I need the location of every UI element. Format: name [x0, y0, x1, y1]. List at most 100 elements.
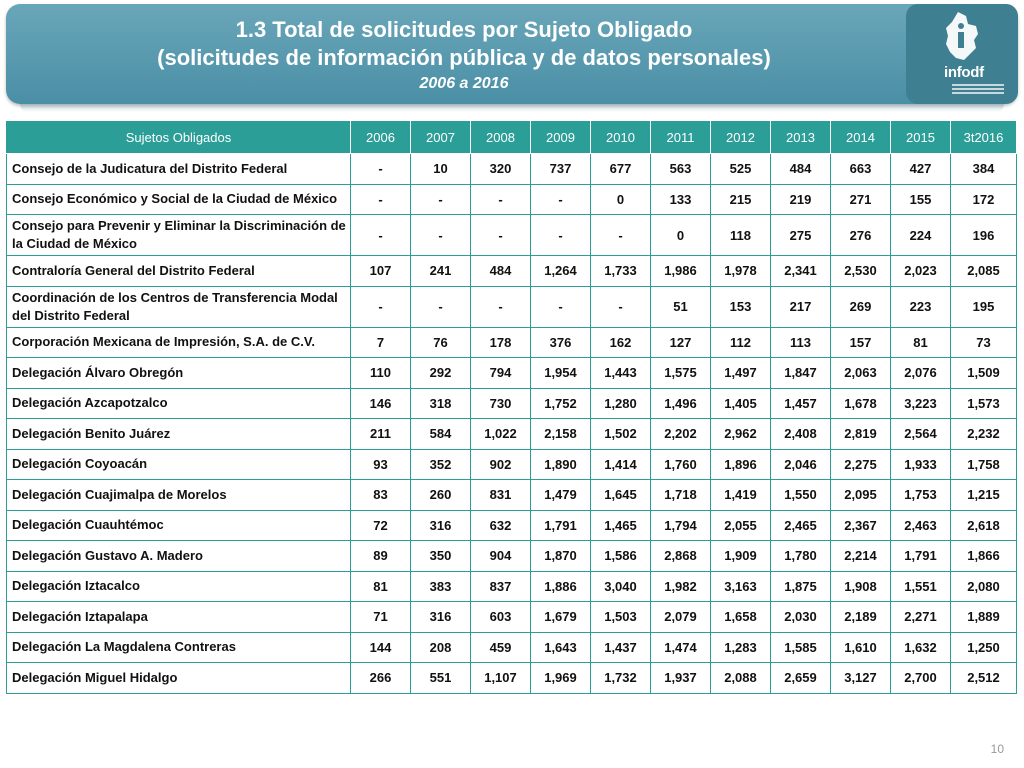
cell-value: 2,079 [650, 601, 711, 633]
table-body: Consejo de la Judicatura del Distrito Fe… [6, 153, 1017, 694]
cell-value: 376 [530, 326, 591, 358]
cell-value: 1,760 [650, 448, 711, 480]
cell-value: 118 [710, 214, 771, 256]
table-row: Delegación Cuajimalpa de Morelos 83 260 831… [6, 479, 1017, 511]
cell-value: 316 [410, 509, 471, 541]
cell-value: 112 [710, 326, 771, 358]
cell-value: 146 [350, 387, 411, 419]
cell-value: 266 [350, 662, 411, 694]
cell-value: 1,405 [710, 387, 771, 419]
cell-value: 1,496 [650, 387, 711, 419]
page-title: 1.3 Total de solicitudes por Sujeto Obli… [235, 17, 693, 42]
table-row: Delegación Gustavo A. Madero 89 350 904 1,87… [6, 540, 1017, 572]
column-header-subject: Sujetos Obligados [6, 120, 351, 154]
infodf-logo: infodf [906, 4, 1018, 104]
cell-value: 563 [650, 153, 711, 185]
title-banner: 1.3 Total de solicitudes por Sujeto Obli… [6, 4, 1018, 104]
cell-value: 427 [890, 153, 951, 185]
cell-value: 127 [650, 326, 711, 358]
cell-value: 1,443 [590, 357, 651, 389]
cell-value: 2,530 [830, 255, 891, 287]
cell-value: 1,107 [470, 662, 531, 694]
page-number: 10 [990, 742, 1004, 756]
row-subject-name: Delegación Cuajimalpa de Morelos [6, 479, 351, 511]
cell-value: 904 [470, 540, 531, 572]
cell-value: 1,264 [530, 255, 591, 287]
column-header-year: 2010 [590, 120, 651, 154]
cell-value: 632 [470, 509, 531, 541]
cell-value: 2,214 [830, 540, 891, 572]
row-subject-name: Delegación Gustavo A. Madero [6, 540, 351, 572]
cell-value: 211 [350, 418, 411, 450]
cell-value: 1,573 [950, 387, 1017, 419]
row-subject-name: Corporación Mexicana de Impresión, S.A. … [6, 326, 351, 358]
cell-value: 3,040 [590, 570, 651, 602]
cell-value: 1,889 [950, 601, 1017, 633]
column-header-year: 2007 [410, 120, 471, 154]
column-header-year: 2015 [890, 120, 951, 154]
row-subject-name: Delegación Álvaro Obregón [6, 357, 351, 389]
cell-value: 902 [470, 448, 531, 480]
cell-value: 1,679 [530, 601, 591, 633]
cell-value: 1,497 [710, 357, 771, 389]
cell-value: 73 [950, 326, 1017, 358]
cell-value: 1,419 [710, 479, 771, 511]
row-subject-name: Consejo de la Judicatura del Distrito Fe… [6, 153, 351, 185]
cell-value: 1,503 [590, 601, 651, 633]
cell-value: 1,986 [650, 255, 711, 287]
cell-value: 72 [350, 509, 411, 541]
column-header-year: 2014 [830, 120, 891, 154]
cell-value: 1,457 [770, 387, 831, 419]
row-subject-name: Delegación Cuauhtémoc [6, 509, 351, 541]
cell-value: - [350, 183, 411, 215]
cell-value: 1,969 [530, 662, 591, 694]
column-header-year: 2013 [770, 120, 831, 154]
cell-value: - [530, 183, 591, 215]
cell-value: 51 [650, 285, 711, 328]
cell-value: 603 [470, 601, 531, 633]
cell-value: - [590, 285, 651, 328]
cell-value: 1,250 [950, 631, 1017, 663]
cell-value: 1,847 [770, 357, 831, 389]
cell-value: 113 [770, 326, 831, 358]
cell-value: 81 [350, 570, 411, 602]
cell-value: 737 [530, 153, 591, 185]
cell-value: 1,502 [590, 418, 651, 450]
cell-value: - [530, 214, 591, 256]
cell-value: 10 [410, 153, 471, 185]
cell-value: 260 [410, 479, 471, 511]
cell-value: 316 [410, 601, 471, 633]
cell-value: 794 [470, 357, 531, 389]
row-subject-name: Delegación Iztapalapa [6, 601, 351, 633]
cell-value: 2,202 [650, 418, 711, 450]
cell-value: 3,223 [890, 387, 951, 419]
cell-value: 1,886 [530, 570, 591, 602]
page-subtitle: 2006 a 2016 [419, 75, 509, 92]
row-subject-name: Delegación Miguel Hidalgo [6, 662, 351, 694]
cell-value: 2,232 [950, 418, 1017, 450]
column-header-year: 2006 [350, 120, 411, 154]
cell-value: 1,479 [530, 479, 591, 511]
table-row: Delegación Iztapalapa 71 316 603 1,679 1,503 2… [6, 601, 1017, 633]
table-row: Consejo para Prevenir y Eliminar la Disc… [6, 214, 1017, 256]
cell-value: 1,575 [650, 357, 711, 389]
cell-value: 1,585 [770, 631, 831, 663]
table-row: Delegación Azcapotzalco 146 318 730 1,752 1,2… [6, 387, 1017, 419]
cell-value: 1,794 [650, 509, 711, 541]
cell-value: 81 [890, 326, 951, 358]
cell-value: - [350, 285, 411, 328]
cell-value: 153 [710, 285, 771, 328]
table-row: Coordinación de los Centros de Transfere… [6, 285, 1017, 328]
cell-value: 352 [410, 448, 471, 480]
row-subject-name: Coordinación de los Centros de Transfere… [6, 285, 351, 328]
cell-value: 93 [350, 448, 411, 480]
cell-value: 1,586 [590, 540, 651, 572]
cell-value: 1,645 [590, 479, 651, 511]
cell-value: - [470, 183, 531, 215]
row-subject-name: Delegación Azcapotzalco [6, 387, 351, 419]
cell-value: 2,868 [650, 540, 711, 572]
cell-value: 217 [770, 285, 831, 328]
table-row: Consejo de la Judicatura del Distrito Fe… [6, 153, 1017, 185]
cell-value: 276 [830, 214, 891, 256]
table-header-row: Sujetos Obligados 2006 2007 2008 2009 2010 201… [6, 120, 1017, 154]
